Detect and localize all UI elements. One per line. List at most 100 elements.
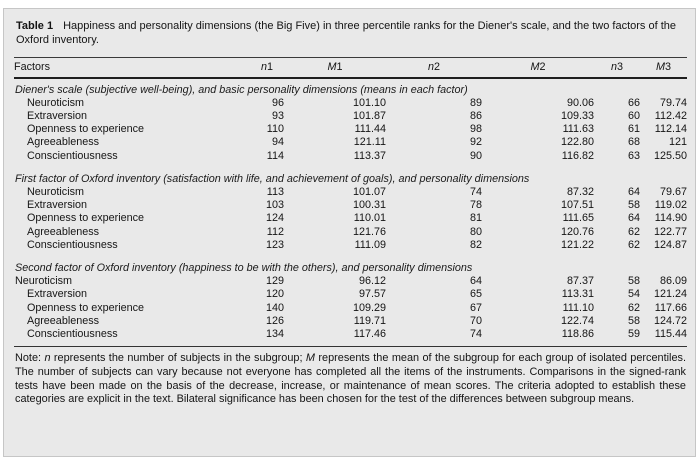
value-cell: 111.44: [354, 123, 386, 136]
table-row: Openness to experience 124 110.01 81 111.65 6…: [14, 212, 687, 225]
value-cell: 117.46: [353, 328, 386, 341]
value-cell: 81: [469, 212, 482, 225]
data-table: Factors n1 M1 n2 M2 n3 M3 Diener's scale…: [14, 57, 687, 342]
value-cell: 64: [627, 212, 640, 225]
value-cell: 86: [469, 110, 482, 122]
table-row: Conscientiousness 114 113.37 90 116.82 63 125.…: [14, 150, 687, 163]
section-header: Second factor of Oxford inventory (happi…: [15, 262, 473, 275]
value-cell: 112.42: [654, 110, 687, 122]
value-cell: 62: [627, 238, 640, 251]
value-cell: 119.02: [654, 199, 687, 212]
table-row: Extraversion 93 101.87 86 109.33 60 112.42: [14, 110, 687, 123]
factor-name: Conscientiousness: [27, 149, 118, 162]
value-cell: 123: [265, 238, 284, 251]
factor-name: Openness to experience: [27, 301, 145, 314]
factor-name: Conscientiousness: [27, 238, 118, 251]
value-cell: 111.10: [562, 301, 594, 314]
value-cell: 112: [266, 225, 284, 238]
value-cell: 89: [469, 96, 482, 109]
header-row: Factors n1 M1 n2 M2 n3 M3: [14, 57, 687, 79]
value-cell: 114: [266, 149, 284, 162]
value-cell: 63: [627, 149, 640, 162]
factor-name: Neuroticism: [27, 186, 84, 199]
value-cell: 58: [627, 199, 640, 212]
factor-name: Extraversion: [27, 199, 88, 212]
value-cell: 103: [265, 199, 284, 212]
value-cell: 61: [627, 123, 640, 136]
value-cell: 129: [265, 275, 284, 288]
section-header: Diener's scale (subjective well-being), …: [15, 83, 468, 96]
table-caption-text: Happiness and personality dimensions (th…: [16, 20, 677, 46]
value-cell: 126: [265, 314, 284, 327]
factor-name: Openness to experience: [27, 212, 145, 225]
value-cell: 107.51: [560, 199, 594, 212]
factor-name: Openness to experience: [27, 123, 145, 136]
value-cell: 70: [469, 314, 482, 327]
value-cell: 98: [469, 123, 482, 136]
table-row: Neuroticism 113 101.07 74 87.32 64 79.67: [14, 186, 687, 199]
value-cell: 94: [271, 136, 284, 149]
value-cell: 62: [627, 225, 640, 238]
value-cell: 134: [265, 328, 284, 341]
value-cell: 113.31: [561, 288, 594, 301]
value-cell: 121: [668, 136, 687, 149]
value-cell: 58: [627, 275, 640, 288]
column-header-m3: M3: [640, 57, 687, 79]
section-header: First factor of Oxford inventory (satisf…: [15, 172, 530, 185]
table-row: Conscientiousness 134 117.46 74 118.86 59 115.…: [14, 328, 687, 341]
value-cell: 87.32: [566, 186, 594, 199]
table-row: Openness to experience 110 111.44 98 111.63 6…: [14, 123, 687, 136]
value-cell: 120.76: [560, 225, 594, 238]
factor-name: Extraversion: [27, 110, 88, 122]
value-cell: 120: [265, 288, 284, 301]
value-cell: 118.86: [561, 328, 594, 341]
value-cell: 62: [627, 301, 640, 314]
value-cell: 101.10: [352, 96, 386, 109]
section-header-row: First factor of Oxford inventory (satisf…: [14, 163, 687, 186]
table-caption: Table 1 Happiness and personality dimensi…: [16, 20, 685, 48]
value-cell: 79.67: [659, 186, 687, 199]
column-header-n1: n1: [250, 57, 284, 79]
table-row: Conscientiousness 123 111.09 82 121.22 62 124.…: [14, 239, 687, 252]
value-cell: 121.76: [352, 225, 386, 238]
value-cell: 90: [469, 149, 482, 162]
top-rule: [14, 56, 687, 58]
section-header-row: Diener's scale (subjective well-being), …: [14, 78, 687, 97]
table-row: Extraversion 103 100.31 78 107.51 58 119.02: [14, 199, 687, 212]
value-cell: 78: [469, 199, 482, 212]
value-cell: 140: [265, 301, 284, 314]
factor-name: Agreeableness: [27, 225, 100, 238]
value-cell: 124: [265, 212, 284, 225]
column-header-m1: M1: [284, 57, 386, 79]
value-cell: 58: [627, 314, 640, 327]
value-cell: 121.11: [353, 136, 386, 149]
value-cell: 113: [266, 186, 284, 199]
factor-name: Neuroticism: [27, 96, 84, 109]
value-cell: 79.74: [659, 96, 687, 109]
table-row: Extraversion 120 97.57 65 113.31 54 121.24: [14, 288, 687, 301]
value-cell: 116.82: [561, 149, 594, 162]
table-row: Agreeableness 126 119.71 70 122.74 58 124.72: [14, 315, 687, 328]
value-cell: 101.07: [352, 186, 386, 199]
value-cell: 110: [266, 123, 284, 136]
value-cell: 60: [627, 110, 640, 122]
table-row: Agreeableness 112 121.76 80 120.76 62 122.77: [14, 226, 687, 239]
column-header-m2: M2: [482, 57, 594, 79]
value-cell: 82: [469, 238, 482, 251]
value-cell: 86.09: [659, 275, 687, 288]
factor-name: Neuroticism: [15, 275, 72, 288]
value-cell: 65: [469, 288, 482, 301]
factor-name: Conscientiousness: [27, 328, 118, 341]
value-cell: 87.37: [566, 275, 594, 288]
factor-name: Extraversion: [27, 288, 88, 301]
column-header-n3: n3: [594, 57, 640, 79]
table-header: Factors n1 M1 n2 M2 n3 M3: [14, 57, 687, 79]
value-cell: 92: [469, 136, 482, 149]
value-cell: 114.90: [654, 212, 687, 225]
value-cell: 122.80: [560, 136, 594, 149]
value-cell: 117.66: [654, 301, 687, 314]
value-cell: 121.24: [653, 288, 687, 301]
value-cell: 111.63: [562, 123, 594, 136]
value-cell: 109.33: [560, 110, 594, 122]
value-cell: 96.12: [358, 275, 386, 288]
